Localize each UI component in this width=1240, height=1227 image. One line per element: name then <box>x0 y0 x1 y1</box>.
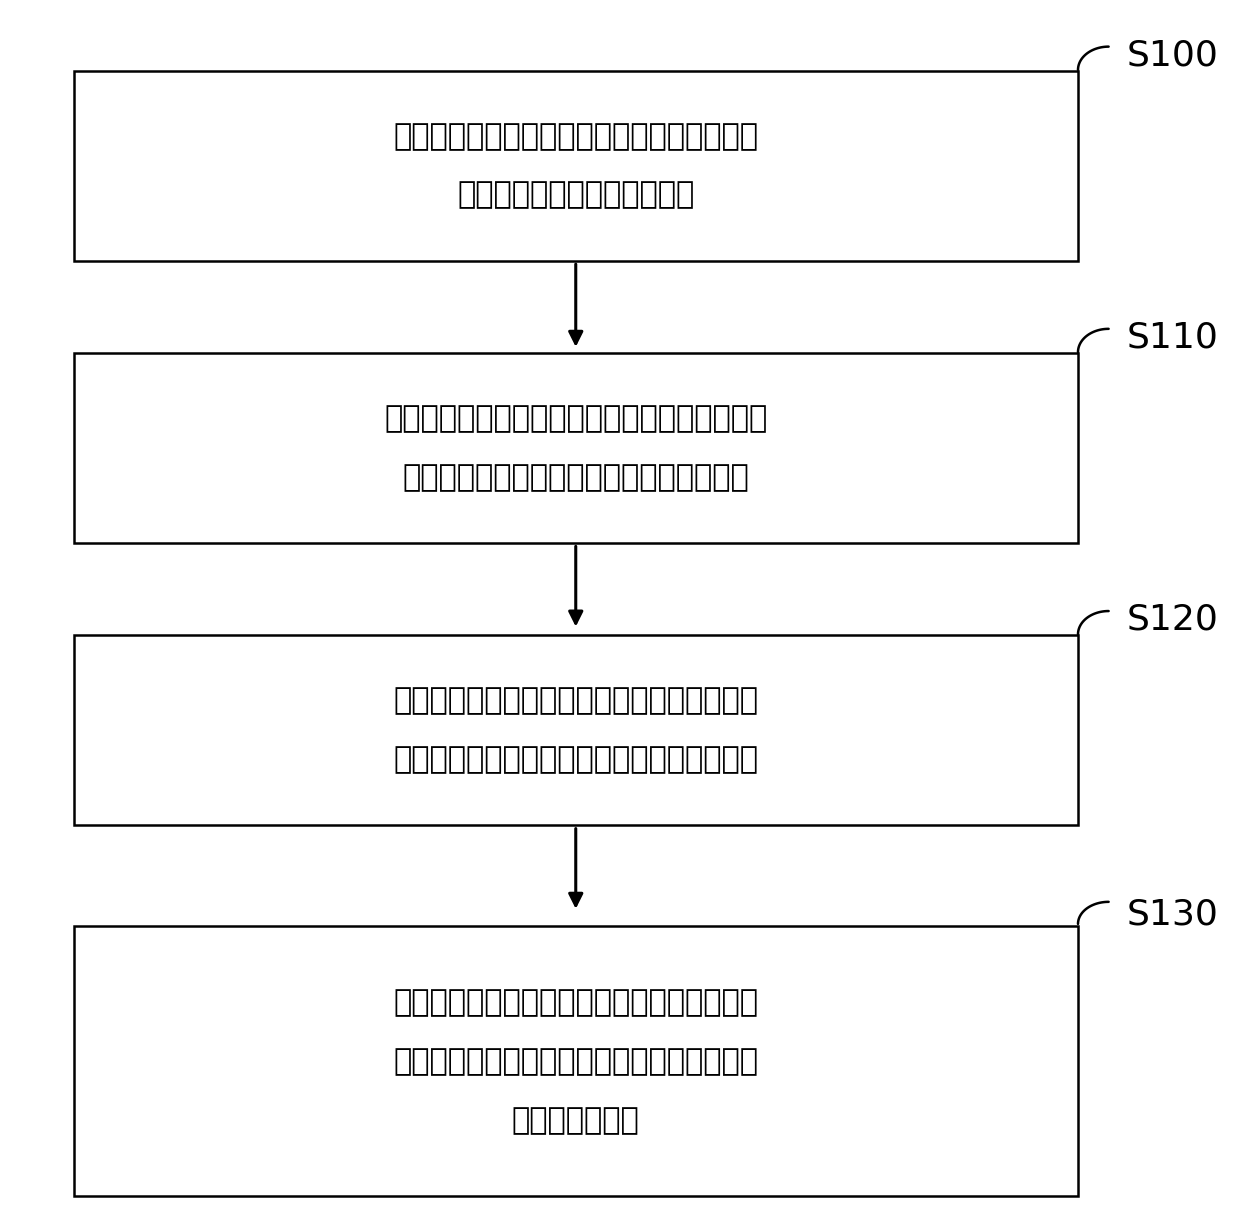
Text: 根据各第一航向角参考值，确定第一航向角分量: 根据各第一航向角参考值，确定第一航向角分量 <box>384 404 768 433</box>
Text: S110: S110 <box>1127 320 1219 355</box>
Text: S100: S100 <box>1127 38 1219 72</box>
Bar <box>73 71 1078 261</box>
Text: S120: S120 <box>1127 602 1219 637</box>
Bar <box>73 353 1078 542</box>
Text: 和至少两个第二航向角参考值: 和至少两个第二航向角参考值 <box>458 180 694 210</box>
Bar <box>73 636 1078 825</box>
Text: 量以及与第二航向角分量对应的第二权重系数: 量以及与第二航向角分量对应的第二权重系数 <box>393 745 758 774</box>
Bar <box>73 926 1078 1196</box>
Text: 根据第一航向角分量、第一权重系数、第二航: 根据第一航向角分量、第一权重系数、第二航 <box>393 988 758 1017</box>
Text: 根据各第二航向角参考值，确定第二航向角分: 根据各第二航向角参考值，确定第二航向角分 <box>393 686 758 715</box>
Text: S130: S130 <box>1127 897 1219 931</box>
Text: 障碍物的航向角: 障碍物的航向角 <box>512 1106 640 1135</box>
Text: 向角分量，以及第二权重系数，计算得到目标: 向角分量，以及第二权重系数，计算得到目标 <box>393 1047 758 1076</box>
Text: 获取目标障碍物的至少两个第一航向角参考值: 获取目标障碍物的至少两个第一航向角参考值 <box>393 121 758 151</box>
Text: 以及与第一航向角分量对应的第一权重系数: 以及与第一航向角分量对应的第一权重系数 <box>402 463 749 492</box>
